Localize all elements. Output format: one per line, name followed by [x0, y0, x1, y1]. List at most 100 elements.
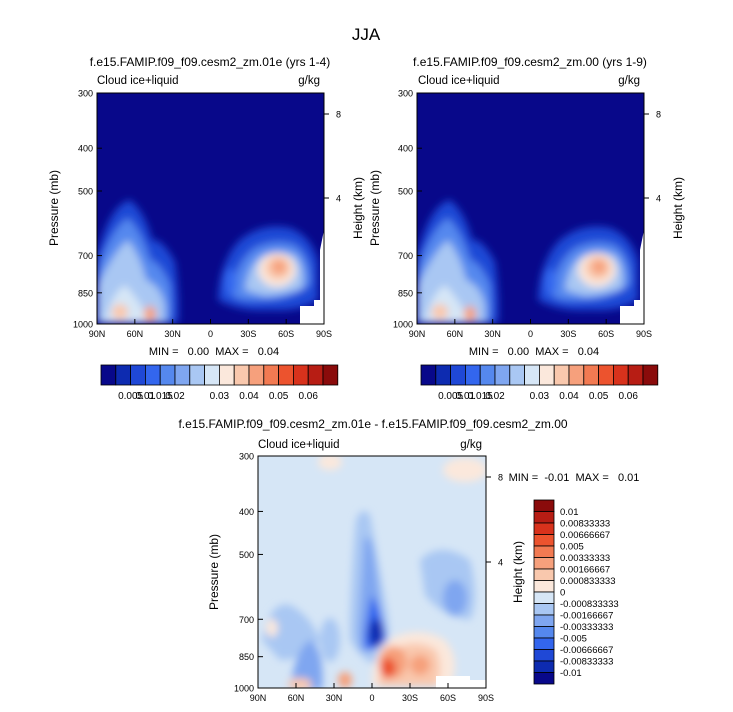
panel-c-axes: 90N 60N 30N 0 30S 60S 90S 300 400 500 700 850 1000 8 4 [234, 452, 503, 704]
x-tick-label: 30N [164, 329, 181, 339]
colorbar-swatch [159, 364, 176, 386]
colorbar-swatch [533, 534, 555, 547]
panel-b: f.e15.FAMIP.f09_f09.cesm2_zm.00 (yrs 1-9… [368, 55, 685, 402]
colorbar-swatch [533, 672, 555, 685]
colorbar-swatch [539, 364, 555, 386]
colorbar-swatch [533, 603, 555, 616]
y-tick-label: 400 [239, 507, 254, 517]
y-tick-label: 400 [78, 144, 93, 154]
colorbar-swatch [464, 364, 481, 386]
colorbar-label: 0.06 [618, 391, 638, 402]
colorbar-swatch [533, 580, 555, 593]
colorbar-label: 0.05 [589, 391, 609, 402]
panel-c-units: g/kg [460, 439, 482, 451]
panel-b-ylabel: Pressure (mb) [368, 170, 382, 246]
colorbar-swatch [233, 364, 250, 386]
colorbar-label: 0.005 [438, 391, 463, 402]
x-tick-label: 30S [560, 329, 576, 339]
colorbar-swatch [553, 364, 570, 386]
colorbar-label: -0.00333333 [560, 622, 613, 633]
colorbar-swatch [174, 364, 191, 386]
y-tick-label: 1000 [234, 684, 254, 694]
x-tick-label: 0 [208, 329, 213, 339]
colorbar-label: 0.01 [560, 507, 579, 518]
height-tick-label: 8 [498, 473, 503, 483]
y-tick-label: 300 [239, 452, 254, 462]
x-tick-label: 90S [316, 329, 332, 339]
y-tick-label: 500 [398, 187, 413, 197]
colorbar-label: 0.005 [560, 542, 584, 553]
colorbar-swatch [533, 522, 555, 535]
panel-b-units: g/kg [618, 75, 640, 87]
panel-a-ylabel: Pressure (mb) [47, 170, 61, 246]
colorbar-label: 0.00666667 [560, 530, 610, 541]
panel-b-variable: Cloud ice+liquid [418, 75, 500, 87]
colorbar-swatch [627, 364, 644, 386]
panel-a-variable: Cloud ice+liquid [97, 75, 179, 87]
colorbar-swatch [583, 364, 599, 386]
height-tick-label: 4 [336, 194, 341, 204]
panel-c: f.e15.FAMIP.f09_f09.cesm2_zm.01e - f.e15… [178, 417, 639, 703]
x-tick-label: 0 [369, 693, 374, 703]
colorbar-swatch [533, 591, 555, 604]
colorbar-label: -0.005 [560, 634, 587, 645]
y-tick-label: 850 [239, 652, 254, 662]
colorbar-swatch [248, 364, 265, 386]
x-tick-label: 60N [288, 693, 305, 703]
panel-b-minmax: MIN = 0.00 MAX = 0.04 [469, 346, 599, 358]
x-tick-label: 90N [409, 329, 426, 339]
colorbar-swatch [435, 364, 451, 386]
panel-a-units: g/kg [298, 75, 320, 87]
colorbar-swatch [278, 364, 294, 386]
x-tick-label: 60S [598, 329, 614, 339]
colorbar-swatch [218, 364, 235, 386]
panel-c-field [258, 454, 487, 690]
colorbar-swatch [533, 660, 555, 673]
colorbar-swatch [479, 364, 496, 386]
y-tick-label: 400 [398, 144, 413, 154]
colorbar-swatch [263, 364, 279, 386]
colorbar-swatch [533, 511, 555, 524]
colorbar-swatch [568, 364, 585, 386]
height-tick-label: 8 [656, 110, 661, 120]
x-tick-label: 90S [636, 329, 652, 339]
colorbar-swatch [598, 364, 614, 386]
colorbar-swatch [642, 364, 659, 386]
y-tick-label: 300 [78, 89, 93, 99]
colorbar-label: -0.01 [560, 668, 582, 679]
colorbar-label: 0.00833333 [560, 519, 610, 530]
colorbar-swatch [533, 557, 555, 570]
colorbar-label: 0.00333333 [560, 553, 610, 564]
y-tick-label: 500 [239, 550, 254, 560]
y-tick-label: 1000 [393, 320, 413, 330]
colorbar-swatch [420, 364, 437, 386]
panel-a-minmax: MIN = 0.00 MAX = 0.04 [149, 346, 279, 358]
panel-b-field [417, 93, 644, 324]
y-tick-label: 700 [398, 251, 413, 261]
x-tick-label: 60N [127, 329, 144, 339]
colorbar-swatch [613, 364, 629, 386]
x-tick-label: 60S [278, 329, 294, 339]
colorbar-swatch [144, 364, 161, 386]
colorbar-label: -0.00166667 [560, 611, 613, 622]
y-tick-label: 850 [398, 288, 413, 298]
colorbar-swatch [533, 649, 555, 662]
panel-a-ylabel-right: Height (km) [351, 177, 365, 239]
colorbar-label: 0.04 [239, 391, 259, 402]
colorbar-swatch [307, 364, 324, 386]
y-tick-label: 850 [78, 288, 93, 298]
panel-c-ylabel-right: Height (km) [511, 541, 525, 603]
colorbar-label: -0.00666667 [560, 645, 613, 656]
colorbar-swatch [292, 364, 309, 386]
colorbar-swatch [524, 364, 540, 386]
panel-a-axes: 90N 60N 30N 0 30S 60S 90S 300 400 500 700 850 1000 8 4 [73, 89, 341, 340]
y-tick-label: 1000 [73, 320, 93, 330]
x-tick-label: 90N [250, 693, 267, 703]
x-tick-label: 60S [440, 693, 456, 703]
colorbar-label: -0.000833333 [560, 599, 619, 610]
colorbar-label: 0.015 [468, 391, 493, 402]
colorbar-label: 0.03 [210, 391, 230, 402]
